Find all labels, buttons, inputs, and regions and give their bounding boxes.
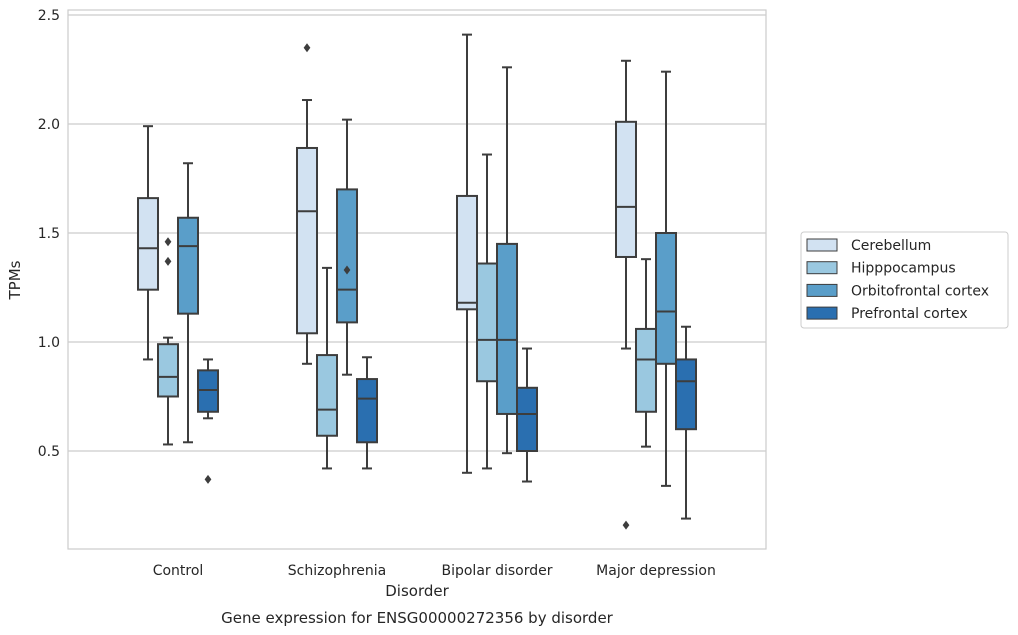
iqr-box [296, 146, 318, 335]
legend-label: Prefrontal cortex [851, 306, 968, 322]
x-tick-labels: Control Schizophrenia Bipolar disorder Majo… [153, 563, 716, 579]
iqr-box [336, 188, 358, 324]
box-cerebellum [456, 33, 478, 474]
box-orbitofrontal-cortex [177, 162, 199, 444]
legend-swatch [806, 261, 838, 275]
box-orbitofrontal-cortex [655, 70, 677, 487]
legend-label: Orbitofrontal cortex [851, 283, 989, 299]
legend-items: Cerebellum Hipppocampus Orbitofrontal cort… [806, 238, 989, 322]
outlier-point [343, 265, 351, 275]
iqr-box [655, 232, 677, 365]
legend-swatch [806, 306, 838, 320]
legend-label: Cerebellum [851, 238, 931, 254]
legend-label: Hipppocampus [851, 261, 956, 277]
x-tick-label: Bipolar disorder [441, 563, 552, 579]
iqr-box [635, 327, 657, 413]
x-tick-label: Major depression [596, 563, 716, 579]
legend-frame [800, 231, 1009, 329]
outlier-point [204, 474, 212, 484]
iqr-box [157, 343, 179, 398]
iqr-box [496, 242, 518, 415]
iqr-box [456, 194, 478, 311]
box-layer [137, 33, 697, 530]
y-tick-label: 2.5 [38, 8, 60, 24]
iqr-box [615, 120, 637, 258]
legend: Cerebellum Hipppocampus Orbitofrontal cort… [800, 231, 1009, 329]
box-prefrontal-cortex [675, 325, 697, 520]
x-axis-label: Disorder [385, 582, 449, 600]
box-orbitofrontal-cortex [496, 66, 518, 455]
box-hipppocampus [157, 237, 179, 446]
y-tick-label: 2.0 [38, 117, 60, 133]
iqr-box [476, 262, 498, 383]
outlier-point [303, 43, 311, 53]
y-axis-label: TPMs [6, 260, 24, 300]
x-tick-label: Schizophrenia [288, 563, 386, 579]
iqr-box [177, 216, 199, 315]
iqr-box [137, 197, 159, 291]
box-orbitofrontal-cortex [336, 118, 358, 376]
legend-swatch [806, 283, 838, 297]
box-prefrontal-cortex [356, 356, 378, 470]
y-tick-labels: 0.5 1.0 1.5 2.0 2.5 [38, 8, 60, 460]
box-cerebellum [296, 43, 318, 365]
y-tick-label: 0.5 [38, 444, 60, 460]
y-tick-label: 1.0 [38, 335, 60, 351]
outlier-point [164, 237, 172, 247]
box-cerebellum [615, 59, 637, 530]
box-prefrontal-cortex [197, 358, 219, 484]
legend-swatch [806, 238, 838, 252]
y-tick-label: 1.5 [38, 226, 60, 242]
iqr-box [316, 354, 338, 437]
box-hipppocampus [476, 153, 498, 470]
iqr-box [516, 386, 538, 452]
outlier-point [622, 520, 630, 530]
box-hipppocampus [316, 266, 338, 470]
x-tick-label: Control [153, 563, 204, 579]
outlier-point [164, 256, 172, 266]
box-hipppocampus [635, 258, 657, 448]
box-cerebellum [137, 125, 159, 361]
iqr-box [675, 358, 697, 431]
iqr-box [197, 369, 219, 413]
iqr-box [356, 378, 378, 444]
plot-frame [67, 9, 767, 550]
chart-caption: Gene expression for ENSG00000272356 by d… [221, 609, 614, 627]
box-prefrontal-cortex [516, 347, 538, 483]
